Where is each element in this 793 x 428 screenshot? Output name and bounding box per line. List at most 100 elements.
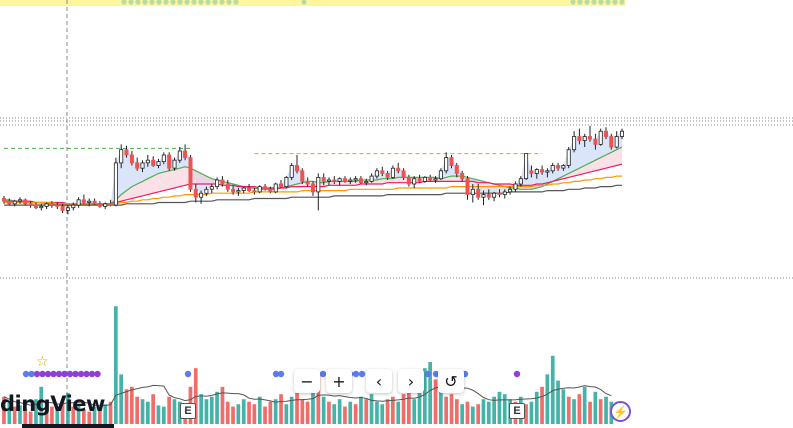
scroll-right-button[interactable]: › <box>398 369 424 393</box>
earnings-badge[interactable]: E <box>509 403 525 419</box>
volume-bar <box>39 386 44 424</box>
candle <box>161 152 166 165</box>
candle <box>534 168 539 179</box>
candle <box>188 155 193 192</box>
volume-bar <box>103 404 108 424</box>
candle-body <box>284 176 289 187</box>
candle <box>204 186 209 196</box>
zoom-in-button[interactable]: + <box>326 369 352 393</box>
candle-body <box>156 161 161 167</box>
candle-body <box>113 162 118 206</box>
candle <box>156 158 161 169</box>
candle <box>497 189 502 198</box>
volume-bar <box>279 394 283 424</box>
signal-dot <box>28 370 35 378</box>
candle-body <box>513 183 518 190</box>
candle <box>87 198 92 207</box>
signal-dot <box>94 370 101 378</box>
reset-chart-button[interactable]: ↺ <box>438 369 464 393</box>
signal-dot <box>319 370 327 378</box>
volume-bar <box>12 406 17 424</box>
volume-bar <box>44 404 49 424</box>
candle <box>385 170 390 180</box>
signal-dot <box>66 370 74 378</box>
candle-body <box>124 149 129 156</box>
earnings-badge[interactable]: E <box>180 403 196 419</box>
candle <box>465 176 470 200</box>
candle-body <box>454 165 459 174</box>
candle-body <box>550 165 555 172</box>
top-band-dot <box>177 0 183 5</box>
volume-bar <box>604 396 608 424</box>
candle <box>103 202 108 210</box>
candle <box>268 186 273 194</box>
candle <box>172 157 177 171</box>
volume-bar <box>460 404 464 424</box>
candle-body <box>215 179 220 187</box>
volume-bar <box>114 306 118 424</box>
candle-body <box>193 188 198 198</box>
top-band-dot <box>577 0 583 5</box>
candle <box>358 176 363 184</box>
candle-body <box>401 170 406 178</box>
top-band-dot <box>142 0 148 5</box>
candle <box>225 180 230 192</box>
volume-bar <box>209 396 214 424</box>
candle <box>305 177 310 187</box>
top-band-dot <box>156 0 162 5</box>
candle-body <box>294 165 299 172</box>
candle-body <box>460 172 465 180</box>
volume-bar <box>130 386 134 424</box>
candle-body <box>444 157 449 172</box>
top-band-dot <box>121 0 127 5</box>
volume-bar <box>375 401 379 424</box>
volume-bar <box>263 406 267 424</box>
volume-bar <box>295 393 299 424</box>
candle-body <box>412 178 417 185</box>
signal-dot <box>513 370 521 378</box>
candle-body <box>449 157 454 166</box>
bolt-icon[interactable]: ⚡ <box>610 401 631 422</box>
candle-body <box>305 180 310 185</box>
volume-bar <box>550 355 555 424</box>
volume-bar <box>465 401 470 424</box>
candle <box>60 203 65 213</box>
top-band-dot <box>570 0 576 5</box>
volume-bar <box>66 393 70 424</box>
volume-bar <box>401 394 406 424</box>
candle <box>236 188 241 196</box>
candle-body <box>486 194 491 198</box>
volume-bar <box>98 409 102 424</box>
candle <box>28 201 33 208</box>
candle <box>183 144 188 161</box>
candle <box>55 202 60 210</box>
scroll-left-button[interactable]: ‹ <box>366 369 392 393</box>
candle-body <box>545 170 550 173</box>
volume-bar <box>343 406 347 424</box>
top-band-dot <box>605 0 611 5</box>
candle-body <box>492 192 497 198</box>
candle-body <box>220 179 225 185</box>
candle <box>129 151 134 166</box>
volume-bar <box>428 362 432 424</box>
volume-bar <box>433 379 438 424</box>
candle-body <box>396 167 401 172</box>
candle-body <box>582 136 587 141</box>
candle-body <box>385 172 390 178</box>
top-band-dot <box>163 0 169 5</box>
volume-bar <box>108 401 113 424</box>
candle <box>209 184 214 194</box>
volume-bar <box>135 396 139 424</box>
candle <box>364 178 369 186</box>
top-band-dot <box>198 0 204 5</box>
candle <box>412 176 417 188</box>
zoom-out-button[interactable]: − <box>294 369 320 393</box>
candle-body <box>332 179 337 182</box>
candle <box>273 182 278 194</box>
volume-bar <box>241 399 246 424</box>
candle <box>300 168 305 184</box>
candle-body <box>71 204 76 209</box>
candle-body <box>609 136 614 148</box>
candle <box>321 173 326 186</box>
